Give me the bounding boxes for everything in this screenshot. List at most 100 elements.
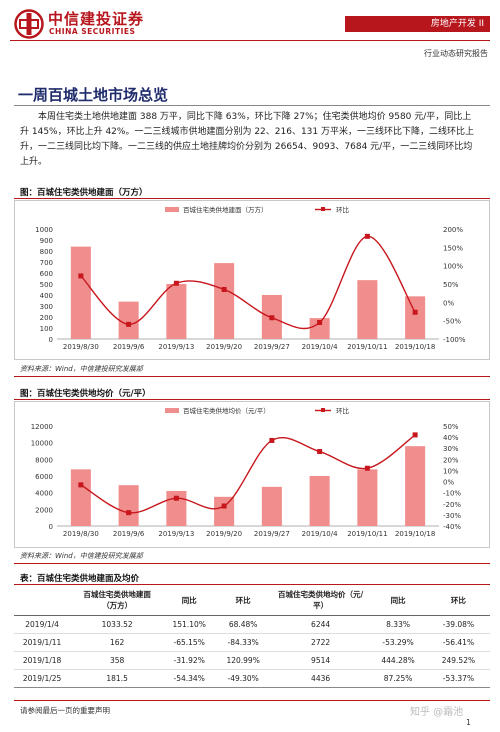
y-left-tick-label: 800 [40,248,53,256]
fig2-source: 资料来源：Wind，中信建投研究发展部 [20,552,143,560]
fig1-chart: 0 100 200 300 400 500 600 700 800 900 1000 -100% -50… [14,200,490,360]
table-row: 2019/1/18 358 -31.92% 120.99% 9514 444.2… [14,652,490,670]
line-point [317,320,323,325]
watermark: 知乎 @霜池 [410,707,464,718]
table-header-row: 百城住宅类供地建面（万方） 同比 环比 百城住宅类供地均价（元/平） 同比 环比 [14,585,490,616]
table-cell: -49.30% [227,674,259,683]
bar [357,280,378,339]
legend-line-label: 环比 [336,205,350,214]
table-cell: 68.48% [228,620,258,629]
table-cell: 6244 [311,620,331,629]
x-tick-label: 2019/9/20 [206,530,242,538]
table-cell: 2019/1/18 [22,656,62,665]
y-right-tick-label: 30% [443,445,459,453]
table-cell: -53.29% [382,638,414,647]
fig2-chart: 0 2000 4000 6000 8000 10000 12000 -40% -30% -20% -… [14,401,490,548]
legend-line-marker [321,408,325,412]
fig1-bottom-rule [14,376,490,377]
x-tick-label: 2019/9/20 [206,343,242,351]
bar [405,446,426,526]
table-cell: -54.34% [173,674,205,683]
y-right-tick-label: 0% [443,299,454,307]
bar [70,246,91,339]
bar [214,263,235,339]
y-left-tick-label: 0 [49,523,53,531]
bar [357,469,378,526]
line-series [80,434,416,514]
line-point [412,309,418,315]
bar [118,301,139,339]
y-right-tick-label: 0% [443,479,454,487]
table-cell: 2722 [311,638,331,647]
bar [118,485,139,526]
line-point [317,449,323,455]
footer-rule [14,700,490,701]
logo-emblem-icon [14,9,44,39]
table-cell: 8.33% [386,620,410,629]
table-title: 表：百城住宅类供地建面及均价 [20,574,140,584]
line-point [364,465,370,471]
footer-note: 请参阅最后一页的重要声明 [20,706,110,715]
company-logo: 中信建投证券 CHINA SECURITIES [14,8,164,40]
y-left-tick-label: 6000 [35,473,53,481]
legend-line-label: 环比 [336,406,350,415]
fig2-bottom-rule [14,563,490,564]
table-cell: -53.37% [442,674,475,683]
fig1-chart-svg: 0 100 200 300 400 500 600 700 800 900 1000 -100% -50… [35,205,466,351]
x-tick-label: 2019/9/6 [113,343,145,351]
data-table: 百城住宅类供地建面（万方） 同比 环比 百城住宅类供地均价（元/平） 同比 环比… [14,585,490,688]
bar [70,469,91,526]
y-right-tick-label: 200% [443,226,463,234]
x-tick-label: 2019/9/6 [113,530,145,538]
legend-bar-swatch [165,207,179,212]
y-left-tick-label: 900 [40,237,53,245]
y-left-tick-label: 200 [40,314,53,322]
x-tick-label: 2019/8/30 [63,530,99,538]
legend-bar-label: 百城住宅类供地建面（万方） [183,205,268,214]
table-cell: 2019/1/25 [22,674,62,683]
line-point [173,280,179,286]
table-cell: 181.5 [106,674,128,683]
table-cell: -84.33% [227,638,259,647]
table-cell: 87.25% [383,674,413,683]
table-row: 2019/1/11 162 -65.15% -84.33% 2722 -53.2… [14,634,490,652]
x-tick-label: 2019/10/18 [395,530,435,538]
y-left-tick-label: 400 [40,292,53,300]
table-cell: 9514 [311,656,331,665]
bar [309,476,330,526]
fig2-title-rule [14,399,490,400]
y-left-tick-label: 300 [40,303,53,311]
table-cell: -31.92% [173,656,205,665]
x-tick-label: 2019/10/4 [302,530,338,538]
y-right-tick-label: -100% [443,336,466,344]
section-rule [14,105,490,106]
x-tick-label: 2019/10/4 [302,343,338,351]
report-type: 行业动态研究报告 [424,49,488,58]
table-cell: -65.15% [173,638,205,647]
y-right-tick-label: 10% [443,467,459,475]
table-header-cell: 同比 [181,595,197,605]
y-right-tick-label: -20% [443,501,461,509]
table-cell: 1033.52 [101,620,133,629]
y-right-tick-label: -40% [443,523,461,531]
y-left-tick-label: 10000 [31,440,53,448]
x-tick-label: 2019/10/11 [347,343,387,351]
table-cell: -56.41% [442,638,475,647]
line-point [412,432,418,438]
table-cell: 444.28% [381,656,415,665]
table-header-cell: 环比 [450,595,466,605]
legend-bar-swatch [165,408,179,413]
y-right-tick-label: 50% [443,423,459,431]
section-title: 一周百城土地市场总览 [18,86,169,104]
y-right-tick-label: 100% [443,263,463,271]
y-right-tick-label: -50% [443,318,461,326]
table-row: 2019/1/4 1033.52 151.10% 68.48% 6244 8.3… [14,616,490,634]
y-left-tick-label: 600 [40,270,53,278]
y-left-tick-label: 100 [40,325,53,333]
table-header-cell: 环比 [235,595,251,605]
y-left-tick-label: 8000 [35,456,53,464]
y-left-tick-label: 1000 [35,226,53,234]
table-cell: 4436 [311,674,331,683]
y-right-tick-label: 150% [443,244,463,252]
section-paragraph: 本周住宅类土地供地建面 388 万平，同比下降 63%，环比下降 27%；住宅类… [20,112,474,167]
